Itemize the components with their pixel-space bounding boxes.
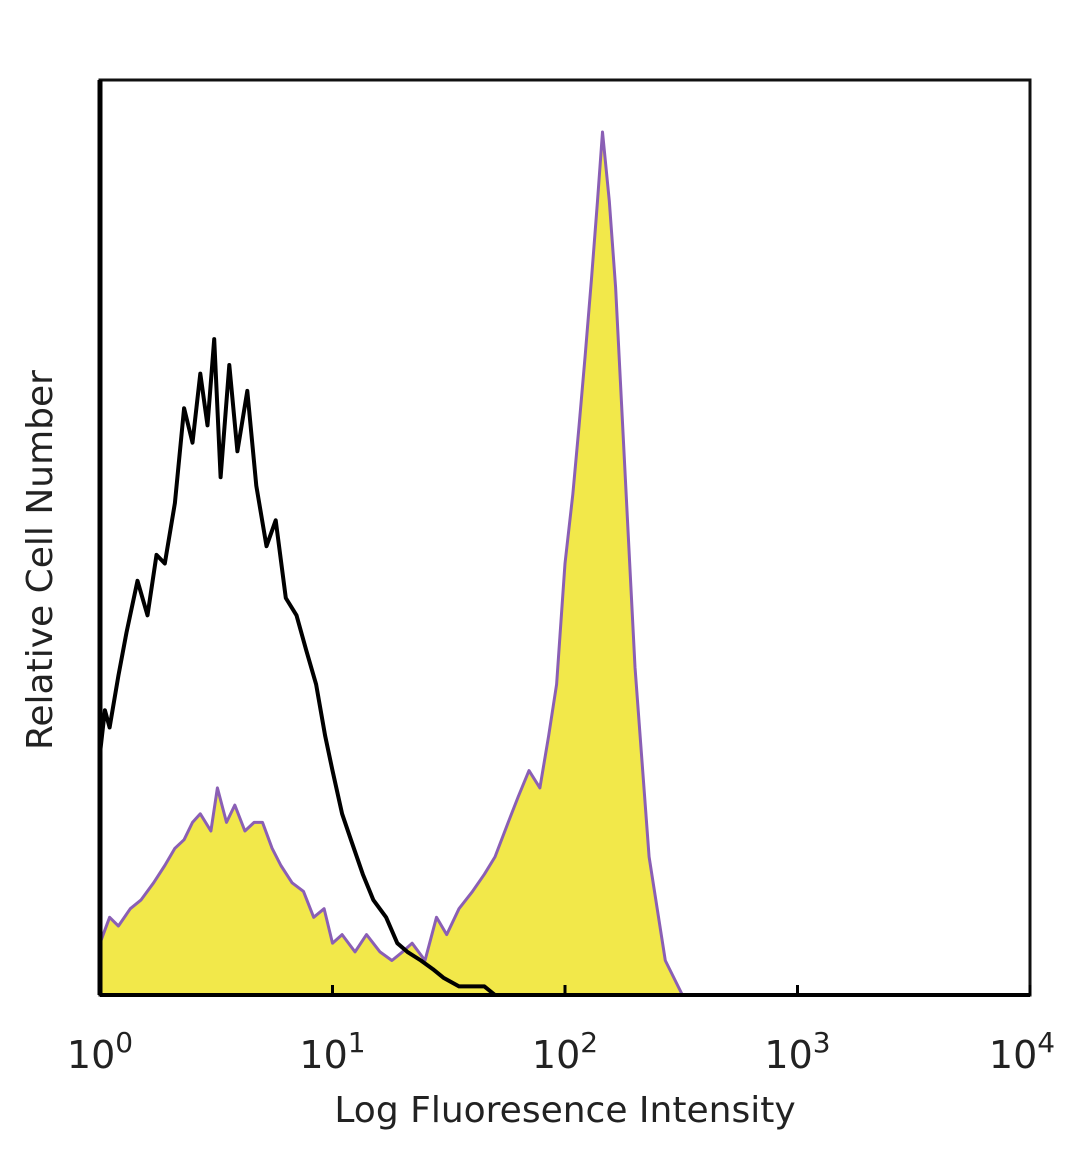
- x-tick-label: 102: [532, 1026, 598, 1077]
- y-axis-label: Relative Cell Number: [20, 370, 61, 750]
- plot-area: [98, 130, 684, 997]
- x-tick-label: 101: [299, 1026, 365, 1077]
- control-histogram-line: [98, 337, 497, 997]
- x-tick-label: 104: [989, 1026, 1055, 1077]
- x-axis-label: Log Fluoresence Intensity: [334, 1090, 795, 1131]
- x-tick-label: 103: [764, 1026, 830, 1077]
- stained-histogram-outline: [98, 130, 684, 996]
- x-axis-ticks: 100 101 102 103 104: [67, 985, 1055, 1077]
- x-tick-label: 100: [67, 1026, 133, 1077]
